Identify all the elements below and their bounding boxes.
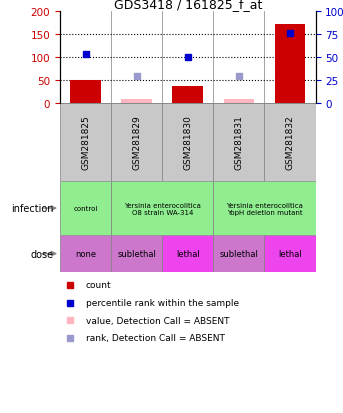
Bar: [111, 182, 213, 235]
Bar: [213, 103, 264, 182]
Text: sublethal: sublethal: [117, 249, 156, 259]
Bar: [70, 81, 101, 103]
Bar: [264, 103, 316, 182]
Text: count: count: [85, 281, 111, 290]
Bar: [111, 103, 162, 182]
Bar: [60, 182, 111, 235]
Text: sublethal: sublethal: [220, 249, 258, 259]
Bar: [111, 235, 162, 273]
Text: none: none: [75, 249, 96, 259]
Text: lethal: lethal: [176, 249, 200, 259]
Title: GDS3418 / 161825_f_at: GDS3418 / 161825_f_at: [114, 0, 262, 11]
Bar: [213, 235, 264, 273]
Text: Yersinia enterocolitica
YopH deletion mutant: Yersinia enterocolitica YopH deletion mu…: [226, 202, 303, 215]
Text: dose: dose: [30, 249, 53, 259]
Bar: [264, 235, 316, 273]
Bar: [173, 86, 203, 103]
Bar: [162, 103, 213, 182]
Text: GSM281825: GSM281825: [81, 115, 90, 170]
Bar: [162, 235, 213, 273]
Text: GSM281831: GSM281831: [234, 115, 244, 170]
Text: GSM281829: GSM281829: [132, 115, 141, 170]
Text: Yersinia enterocolitica
O8 strain WA-314: Yersinia enterocolitica O8 strain WA-314: [124, 202, 201, 215]
Bar: [275, 25, 305, 103]
Bar: [224, 100, 254, 103]
Bar: [121, 100, 152, 103]
Text: percentile rank within the sample: percentile rank within the sample: [85, 298, 239, 307]
Text: lethal: lethal: [278, 249, 302, 259]
Text: GSM281830: GSM281830: [183, 115, 192, 170]
Text: rank, Detection Call = ABSENT: rank, Detection Call = ABSENT: [85, 333, 224, 342]
Text: GSM281832: GSM281832: [285, 115, 295, 170]
Bar: [60, 235, 111, 273]
Text: infection: infection: [11, 204, 53, 214]
Bar: [60, 103, 111, 182]
Text: control: control: [73, 206, 98, 211]
Bar: [213, 182, 316, 235]
Text: value, Detection Call = ABSENT: value, Detection Call = ABSENT: [85, 316, 229, 325]
